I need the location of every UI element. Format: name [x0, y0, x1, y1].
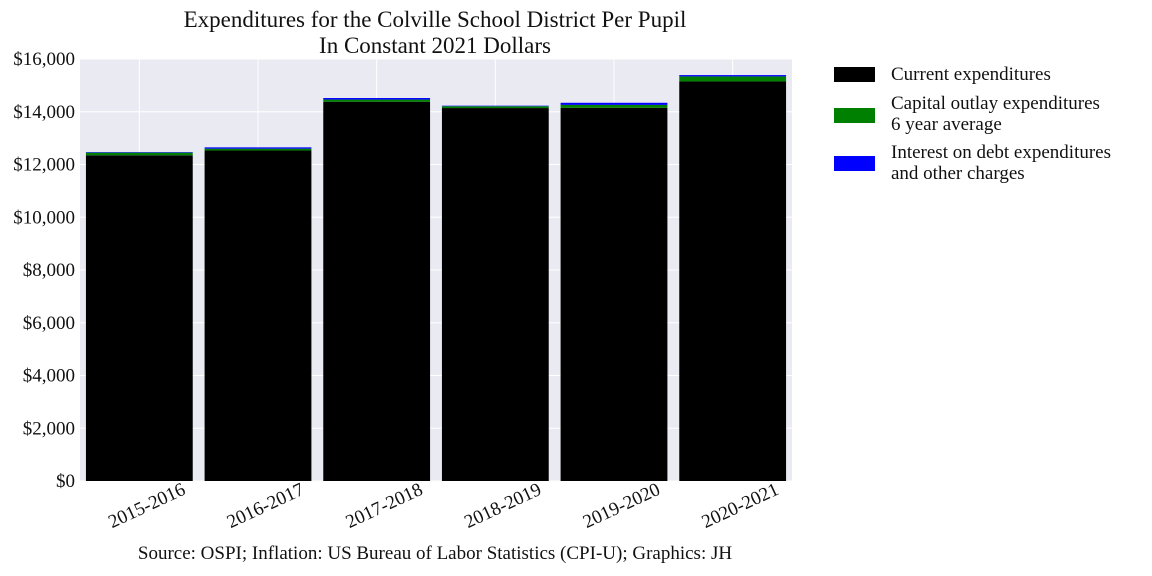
bar-interest: [85, 152, 193, 153]
bar-current: [679, 81, 787, 481]
bar-current: [560, 107, 668, 481]
legend-swatch-interest: [834, 156, 875, 171]
bar-interest: [560, 102, 668, 105]
x-tick-label: 2017-2018: [343, 479, 426, 533]
x-tick-label: 2019-2020: [580, 479, 663, 533]
y-tick-label: $16,000: [13, 49, 75, 70]
y-tick-label: $10,000: [13, 207, 75, 228]
legend-label-interest-line1: Interest on debt expenditures: [891, 142, 1112, 163]
legend-swatch-current: [834, 67, 875, 82]
legend-label-current-line1: Current expenditures: [891, 64, 1051, 85]
bar-capital: [323, 99, 431, 102]
bar-current: [85, 155, 193, 482]
bar-current: [441, 108, 549, 482]
legend-label-capital: Capital outlay expenditures 6 year avera…: [891, 93, 1100, 135]
bar-capital: [560, 104, 668, 108]
legend-label-capital-line2: 6 year average: [891, 114, 1002, 135]
source-note: Source: OSPI; Inflation: US Bureau of La…: [137, 543, 733, 564]
x-tick-label: 2020-2021: [699, 479, 782, 533]
legend-label-capital-line1: Capital outlay expenditures: [891, 93, 1100, 114]
bar-capital: [441, 106, 549, 109]
chart-subtitle: In Constant 2021 Dollars: [319, 33, 551, 58]
x-tick-label: 2018-2019: [461, 479, 544, 533]
legend-swatch-capital: [834, 108, 875, 123]
bar-chart: $0 $2,000 $4,000 $6,000 $8,000 $10,000 $12,000…: [13, 49, 792, 533]
y-tick-label: $6,000: [23, 313, 75, 334]
bar-interest: [204, 147, 312, 149]
x-tick-label: 2015-2016: [105, 479, 188, 533]
y-tick-label: $0: [56, 471, 75, 492]
bar-interest: [679, 75, 787, 77]
bar-capital: [85, 152, 193, 156]
legend-label-current: Current expenditures: [891, 64, 1051, 85]
y-tick-label: $8,000: [23, 260, 75, 281]
y-tick-label: $12,000: [13, 155, 75, 176]
bar-interest: [441, 105, 549, 107]
bar-current: [204, 150, 312, 482]
bar-interest: [323, 98, 431, 100]
x-tick-label: 2016-2017: [224, 479, 307, 533]
bar-current: [323, 101, 431, 481]
legend-label-interest-line2: and other charges: [891, 163, 1025, 184]
y-tick-label: $14,000: [13, 102, 75, 123]
legend-label-interest: Interest on debt expenditures and other …: [891, 142, 1111, 184]
bar-capital: [204, 148, 312, 151]
y-tick-label: $2,000: [23, 418, 75, 439]
y-tick-label: $4,000: [23, 366, 75, 387]
chart-title: Expenditures for the Colville School Dis…: [183, 7, 687, 32]
bar-capital: [679, 76, 787, 82]
